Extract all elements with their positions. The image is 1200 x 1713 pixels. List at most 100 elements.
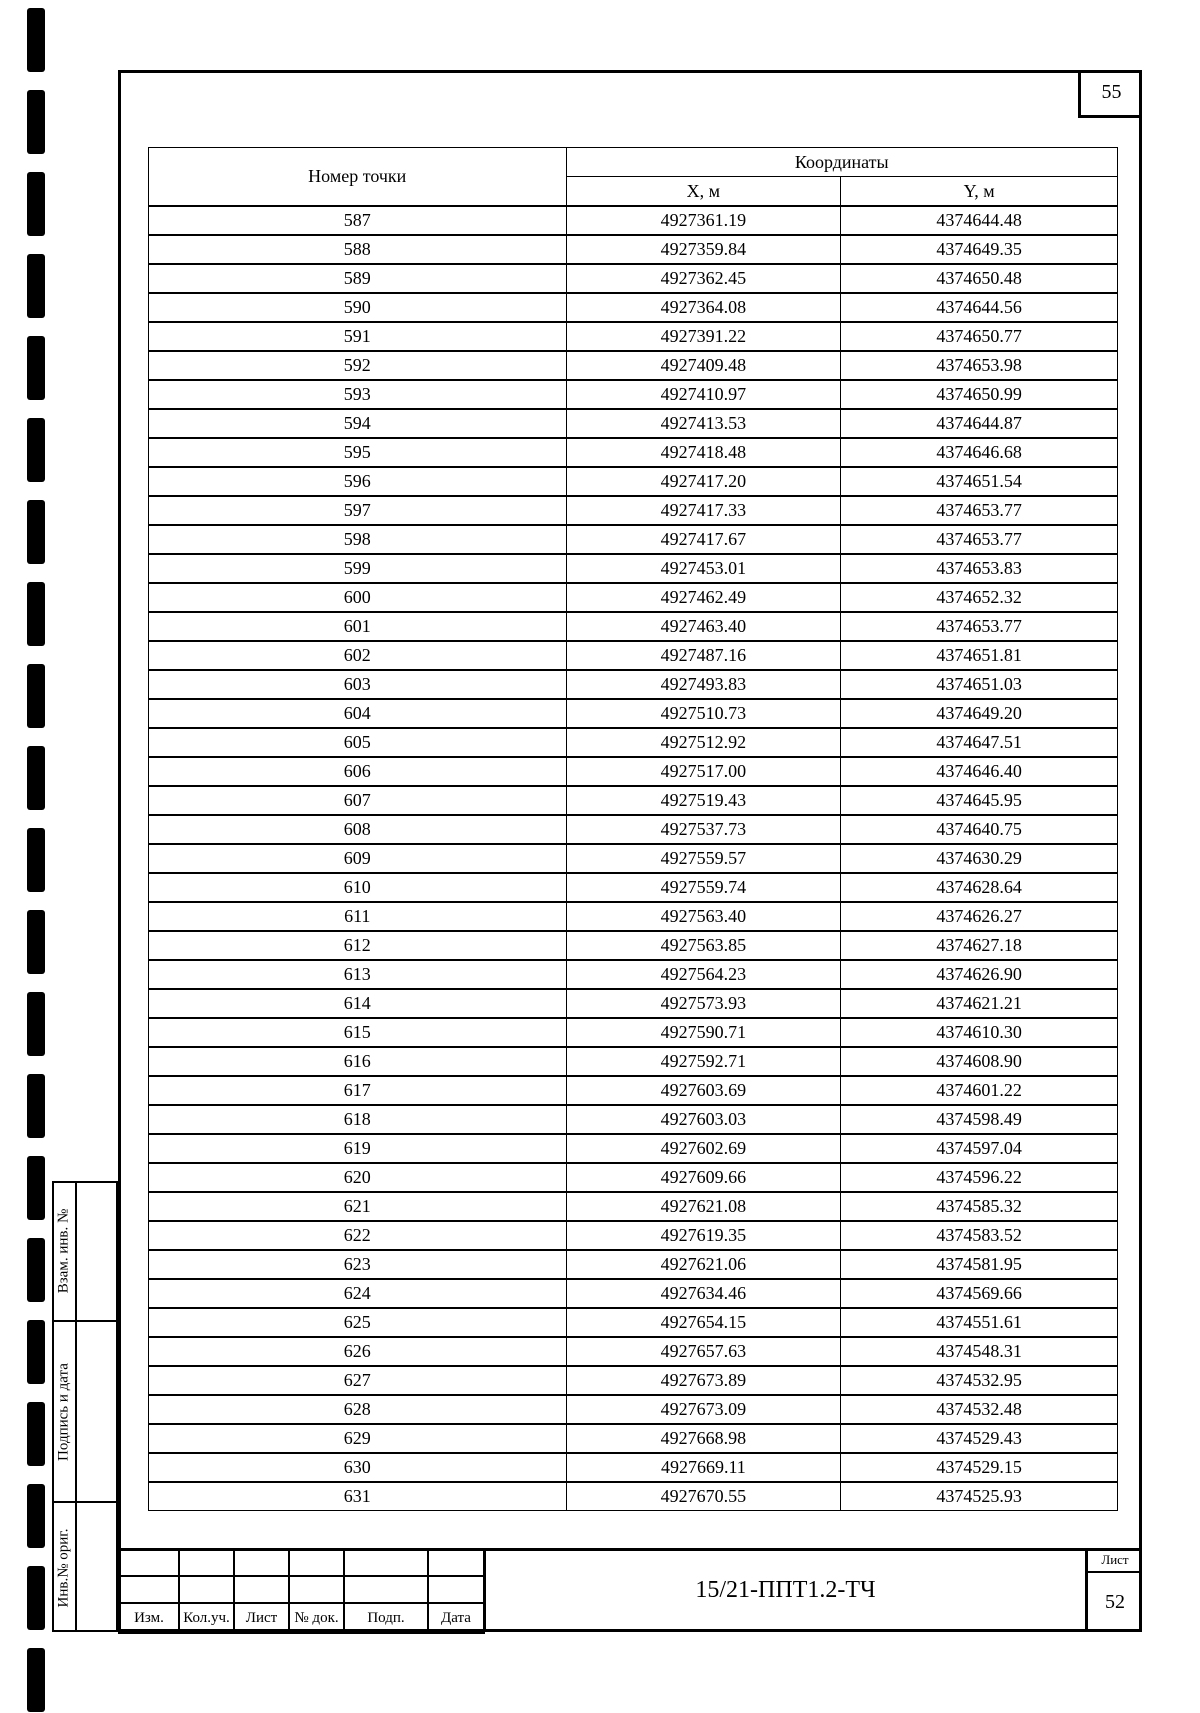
x-coordinate: 4927517.00 bbox=[565, 756, 842, 787]
binding-mark bbox=[27, 582, 45, 646]
y-coordinate: 4374532.95 bbox=[840, 1365, 1118, 1396]
y-coordinate: 4374645.95 bbox=[840, 785, 1118, 816]
table-row: 603 4927493.83 4374651.03 bbox=[148, 669, 1118, 700]
y-coordinate: 4374626.27 bbox=[840, 901, 1118, 932]
x-coordinate: 4927654.15 bbox=[565, 1307, 842, 1338]
table-row: 597 4927417.33 4374653.77 bbox=[148, 495, 1118, 526]
col-doc-no: № док. bbox=[288, 1602, 345, 1634]
col-change: Изм. bbox=[118, 1602, 180, 1634]
point-number: 631 bbox=[148, 1481, 567, 1511]
point-number: 630 bbox=[148, 1452, 567, 1483]
point-number: 590 bbox=[148, 292, 567, 323]
point-number: 621 bbox=[148, 1191, 567, 1222]
table-row: 622 4927619.35 4374583.52 bbox=[148, 1220, 1118, 1251]
side-cell-orig-inv: Инв.№ ориг. bbox=[52, 1501, 77, 1632]
y-coordinate: 4374644.87 bbox=[840, 408, 1118, 439]
coordinates-table: Номер точки Координаты X, м Y, м 587 4927… bbox=[148, 147, 1118, 1511]
x-coordinate: 4927487.16 bbox=[565, 640, 842, 671]
table-row: 617 4927603.69 4374601.22 bbox=[148, 1075, 1118, 1106]
binding-mark bbox=[27, 1648, 45, 1712]
binding-mark bbox=[27, 336, 45, 400]
table-row: 621 4927621.08 4374585.32 bbox=[148, 1191, 1118, 1222]
point-number: 612 bbox=[148, 930, 567, 961]
x-coordinate: 4927673.89 bbox=[565, 1365, 842, 1396]
y-coordinate: 4374650.48 bbox=[840, 263, 1118, 294]
x-coordinate: 4927409.48 bbox=[565, 350, 842, 381]
point-number: 618 bbox=[148, 1104, 567, 1135]
y-coordinate: 4374583.52 bbox=[840, 1220, 1118, 1251]
table-row: 611 4927563.40 4374626.27 bbox=[148, 901, 1118, 932]
y-coordinate: 4374608.90 bbox=[840, 1046, 1118, 1077]
point-number: 588 bbox=[148, 234, 567, 265]
y-coordinate: 4374647.51 bbox=[840, 727, 1118, 758]
table-row: 624 4927634.46 4374569.66 bbox=[148, 1278, 1118, 1309]
point-number: 608 bbox=[148, 814, 567, 845]
table-row: 588 4927359.84 4374649.35 bbox=[148, 234, 1118, 265]
x-coordinate: 4927418.48 bbox=[565, 437, 842, 468]
point-number: 609 bbox=[148, 843, 567, 874]
y-coordinate: 4374597.04 bbox=[840, 1133, 1118, 1164]
table-row: 598 4927417.67 4374653.77 bbox=[148, 524, 1118, 555]
x-coordinate: 4927359.84 bbox=[565, 234, 842, 265]
y-coordinate: 4374640.75 bbox=[840, 814, 1118, 845]
table-row: 590 4927364.08 4374644.56 bbox=[148, 292, 1118, 323]
point-number: 589 bbox=[148, 263, 567, 294]
x-coordinate: 4927463.40 bbox=[565, 611, 842, 642]
x-coordinate: 4927619.35 bbox=[565, 1220, 842, 1251]
x-coordinate: 4927634.46 bbox=[565, 1278, 842, 1309]
table-row: 604 4927510.73 4374649.20 bbox=[148, 698, 1118, 729]
x-coordinate: 4927621.06 bbox=[565, 1249, 842, 1280]
page-number: 55 bbox=[1078, 70, 1142, 118]
point-number: 620 bbox=[148, 1162, 567, 1193]
revision-table: Изм. Кол.уч. Лист № док. Подп. Дата bbox=[118, 1548, 485, 1634]
table-row: 615 4927590.71 4374610.30 bbox=[148, 1017, 1118, 1048]
side-stamp bbox=[52, 1181, 118, 1632]
x-coordinate: 4927417.67 bbox=[565, 524, 842, 555]
table-row: 608 4927537.73 4374640.75 bbox=[148, 814, 1118, 845]
table-row: 627 4927673.89 4374532.95 bbox=[148, 1365, 1118, 1396]
binding-mark bbox=[27, 1074, 45, 1138]
x-coordinate: 4927493.83 bbox=[565, 669, 842, 700]
x-coordinate: 4927670.55 bbox=[565, 1481, 842, 1511]
x-coordinate: 4927361.19 bbox=[565, 205, 842, 236]
y-coordinate: 4374644.56 bbox=[840, 292, 1118, 323]
col-sheet: Лист bbox=[233, 1602, 290, 1634]
table-row: 619 4927602.69 4374597.04 bbox=[148, 1133, 1118, 1164]
x-coordinate: 4927559.74 bbox=[565, 872, 842, 903]
table-row: 607 4927519.43 4374645.95 bbox=[148, 785, 1118, 816]
y-coordinate: 4374585.32 bbox=[840, 1191, 1118, 1222]
x-coordinate: 4927564.23 bbox=[565, 959, 842, 990]
point-number: 625 bbox=[148, 1307, 567, 1338]
y-coordinate: 4374644.48 bbox=[840, 205, 1118, 236]
side-cell-signature-date: Подпись и дата bbox=[52, 1320, 77, 1501]
y-coordinate: 4374610.30 bbox=[840, 1017, 1118, 1048]
y-coordinate: 4374653.77 bbox=[840, 611, 1118, 642]
y-coordinate: 4374628.64 bbox=[840, 872, 1118, 903]
point-number: 624 bbox=[148, 1278, 567, 1309]
table-row: 609 4927559.57 4374630.29 bbox=[148, 843, 1118, 874]
x-coordinate: 4927563.85 bbox=[565, 930, 842, 961]
point-number: 616 bbox=[148, 1046, 567, 1077]
header-y: Y, м bbox=[840, 176, 1118, 207]
col-signature: Подп. bbox=[343, 1602, 429, 1634]
x-coordinate: 4927603.69 bbox=[565, 1075, 842, 1106]
y-coordinate: 4374532.48 bbox=[840, 1394, 1118, 1425]
x-coordinate: 4927510.73 bbox=[565, 698, 842, 729]
table-row: 600 4927462.49 4374652.32 bbox=[148, 582, 1118, 613]
y-coordinate: 4374651.81 bbox=[840, 640, 1118, 671]
y-coordinate: 4374653.98 bbox=[840, 350, 1118, 381]
x-coordinate: 4927592.71 bbox=[565, 1046, 842, 1077]
header-x: X, м bbox=[565, 176, 842, 207]
y-coordinate: 4374627.18 bbox=[840, 930, 1118, 961]
table-row: 628 4927673.09 4374532.48 bbox=[148, 1394, 1118, 1425]
point-number: 613 bbox=[148, 959, 567, 990]
table-row: 613 4927564.23 4374626.90 bbox=[148, 959, 1118, 990]
y-coordinate: 4374650.99 bbox=[840, 379, 1118, 410]
binding-mark bbox=[27, 1484, 45, 1548]
binding-mark bbox=[27, 746, 45, 810]
y-coordinate: 4374652.32 bbox=[840, 582, 1118, 613]
x-coordinate: 4927413.53 bbox=[565, 408, 842, 439]
table-row: 630 4927669.11 4374529.15 bbox=[148, 1452, 1118, 1483]
y-coordinate: 4374529.43 bbox=[840, 1423, 1118, 1454]
point-number: 619 bbox=[148, 1133, 567, 1164]
